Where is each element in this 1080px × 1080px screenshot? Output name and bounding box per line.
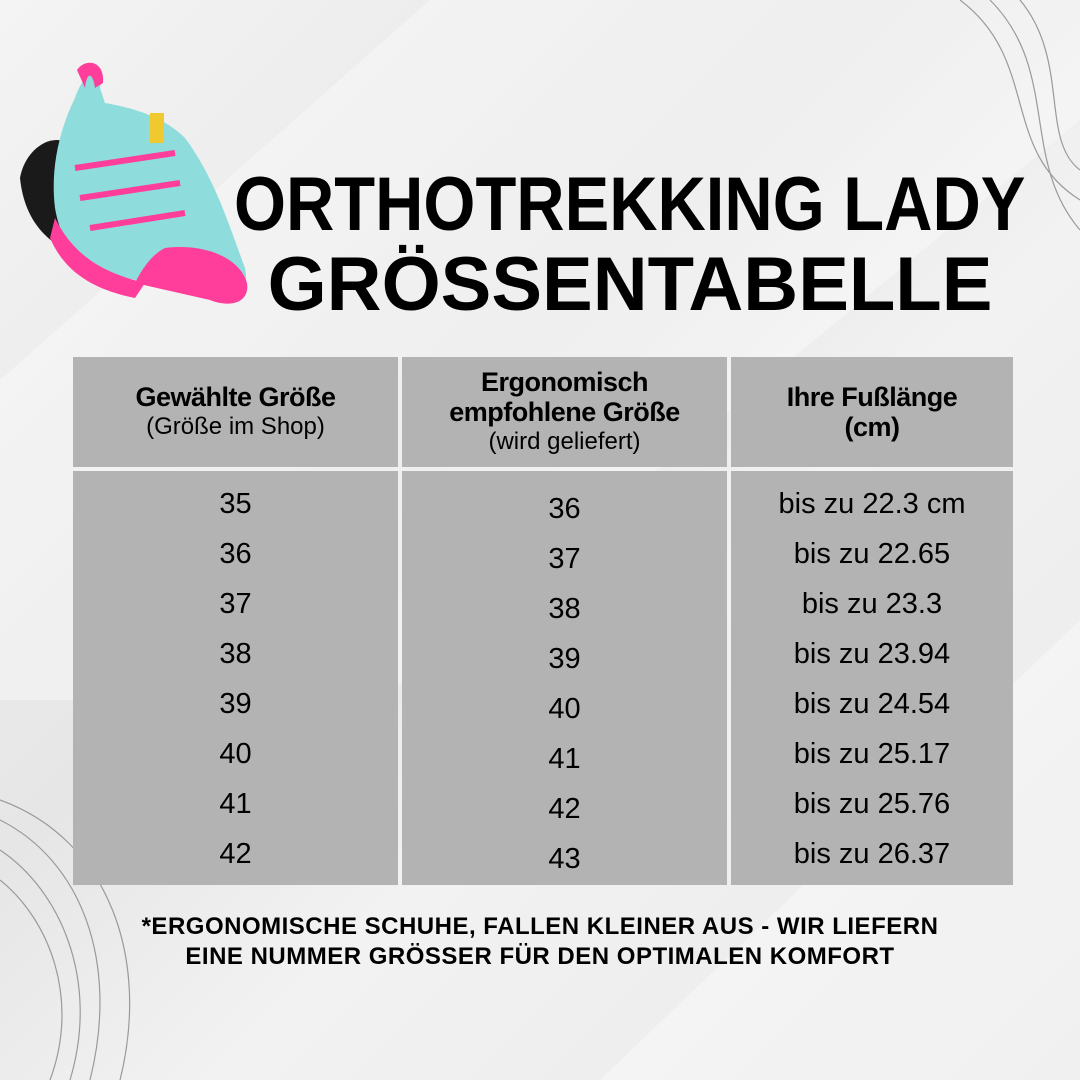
table-cell: bis zu 25.76 [793, 788, 951, 820]
table-cell: 36 [548, 493, 581, 525]
title-line-1: ORTHOTREKKING LADY [180, 165, 1080, 245]
table-cell: 42 [548, 793, 581, 825]
footnote-line-1: *ERGONOMISCHE SCHUHE, FALLEN KLEINER AUS… [141, 913, 939, 940]
table-cell: bis zu 23.3 [801, 588, 943, 620]
table-cell: bis zu 22.3 cm [778, 488, 966, 520]
title-line-1-text: ORTHOTREKKING LADY [234, 162, 1026, 247]
header-chosen-size: Gewählte Größe (Größe im Shop) [73, 357, 398, 467]
header-label: Ihre Fußlänge [786, 382, 958, 412]
title-line-2-text: GRÖSSENTABELLE [267, 242, 993, 327]
table-cell: 38 [219, 638, 252, 670]
header-label: empfohlene Größe [449, 397, 680, 427]
table-cell: 41 [548, 743, 581, 775]
column-foot-length: bis zu 22.3 cm bis zu 22.65 bis zu 23.3 bis… [731, 471, 1013, 885]
table-cell: bis zu 24.54 [793, 688, 951, 720]
header-label: Gewählte Größe [135, 382, 336, 412]
table-cell: 41 [219, 788, 252, 820]
table-cell: 37 [548, 543, 581, 575]
column-recommended-size: 36 37 38 39 40 41 42 43 [402, 471, 727, 885]
table-cell: 40 [219, 738, 252, 770]
size-table: Gewählte Größe (Größe im Shop) Ergonomis… [73, 357, 1013, 885]
header-label: Ergonomisch [480, 367, 649, 397]
column-chosen-size: 35 36 37 38 39 40 41 42 [73, 471, 398, 885]
trekking-shoe-image [20, 62, 248, 304]
footnote-line-2: EINE NUMMER GRÖSSER FÜR DEN OPTIMALEN KO… [185, 943, 895, 970]
table-cell: 42 [219, 838, 252, 870]
header-label: (cm) [844, 412, 900, 442]
table-cell: bis zu 23.94 [793, 638, 951, 670]
table-cell: 40 [548, 693, 581, 725]
table-cell: 39 [219, 688, 252, 720]
table-cell: 39 [548, 643, 581, 675]
table-cell: 37 [219, 588, 252, 620]
header-sublabel: (wird geliefert) [488, 428, 641, 455]
header-sublabel: (Größe im Shop) [146, 413, 325, 440]
header-recommended-size: Ergonomisch empfohlene Größe (wird gelie… [402, 357, 727, 467]
table-cell: 35 [219, 488, 252, 520]
table-cell: 36 [219, 538, 252, 570]
footnote: *ERGONOMISCHE SCHUHE, FALLEN KLEINER AUS… [0, 912, 1080, 972]
table-cell: bis zu 22.65 [793, 538, 951, 570]
table-cell: 43 [548, 843, 581, 875]
table-cell: bis zu 26.37 [793, 838, 951, 870]
table-cell: bis zu 25.17 [793, 738, 951, 770]
header-foot-length: Ihre Fußlänge (cm) [731, 357, 1013, 467]
title-line-2: GRÖSSENTABELLE [180, 245, 1080, 325]
table-cell: 38 [548, 593, 581, 625]
